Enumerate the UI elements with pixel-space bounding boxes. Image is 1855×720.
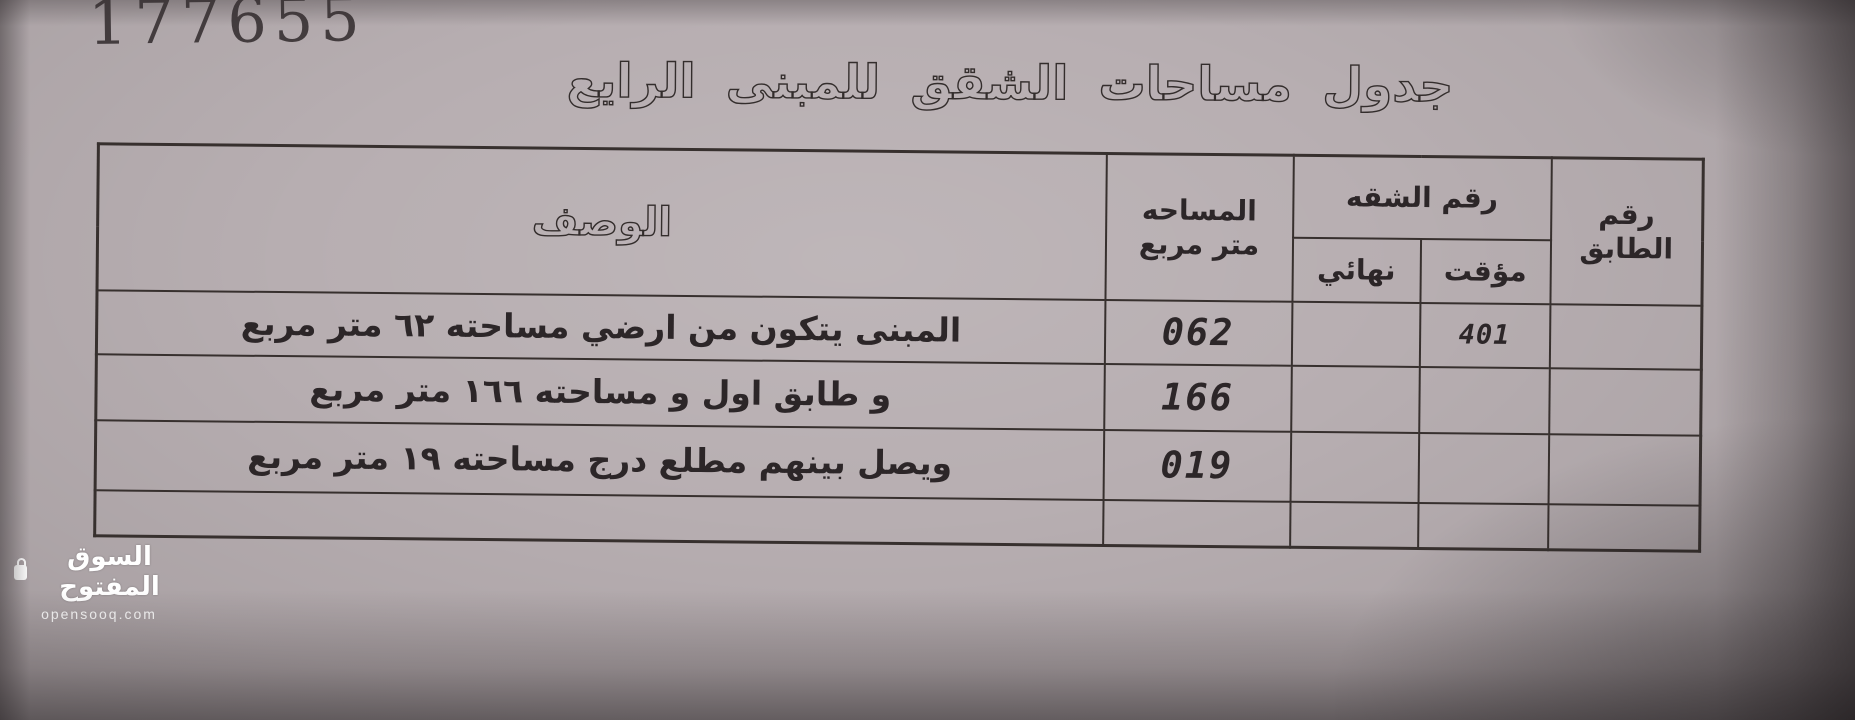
area-header-line2: متر مربع [1138,227,1260,262]
col-header-description: الوصف [97,143,1107,300]
temp-number-cell [1418,366,1550,434]
temp-number-cell [1418,432,1549,504]
floor-cell [1547,503,1701,552]
floor-header-line2: الطابق [1579,231,1674,266]
floor-cell [1548,367,1702,436]
final-number-cell [1290,431,1419,503]
opensooq-watermark: السوق المفتوح opensooq.com [14,542,184,622]
document-number: 177655 [87,0,368,59]
final-number-cell [1291,301,1420,367]
description-cell: و طابق اول و مساحته ١٦٦ متر مربع [95,353,1105,430]
area-cell: 019 [1103,429,1291,502]
shopping-bag-icon [14,557,28,580]
floor-cell [1549,303,1702,370]
description-cell: ويصل بينهم مطلع درج مساحته ١٩ متر مربع [95,419,1104,500]
col-header-floor-number: رقم الطابق [1549,157,1704,306]
photo-shadow-bottom [0,590,1855,720]
floor-cell [1548,433,1701,506]
page-title: جدول مساحات الشقق للمبنى الرايع [566,53,1454,114]
description-cell: المبنى يتكون من ارضي مساحته ٦٢ متر مربع [96,289,1105,364]
temp-number-cell [1417,502,1549,550]
description-cell [94,489,1104,546]
temp-number-cell: 401 [1419,302,1550,368]
header-row-main: رقم الطابق رقم الشقه المساحه متر مربع ال… [97,143,1704,306]
col-header-apartment-number: رقم الشقه [1292,155,1552,240]
watermark-domain: opensooq.com [41,606,157,622]
area-cell: 062 [1104,299,1292,366]
apartment-areas-table: رقم الطابق رقم الشقه المساحه متر مربع ال… [93,142,1705,553]
area-cell [1102,499,1291,548]
final-number-cell [1289,501,1419,549]
area-cell: 166 [1103,363,1292,432]
col-header-apartment-temp: مؤقت [1419,238,1551,304]
col-header-area: المساحه متر مربع [1104,153,1294,302]
watermark-logo-text: السوق المفتوح [59,542,160,602]
final-number-cell [1290,365,1420,433]
photo-shadow-right [1715,0,1855,720]
col-header-apartment-final: نهائي [1291,237,1421,303]
floor-header-line1: رقم [1598,197,1655,232]
area-header-line1: المساحه [1141,193,1258,228]
